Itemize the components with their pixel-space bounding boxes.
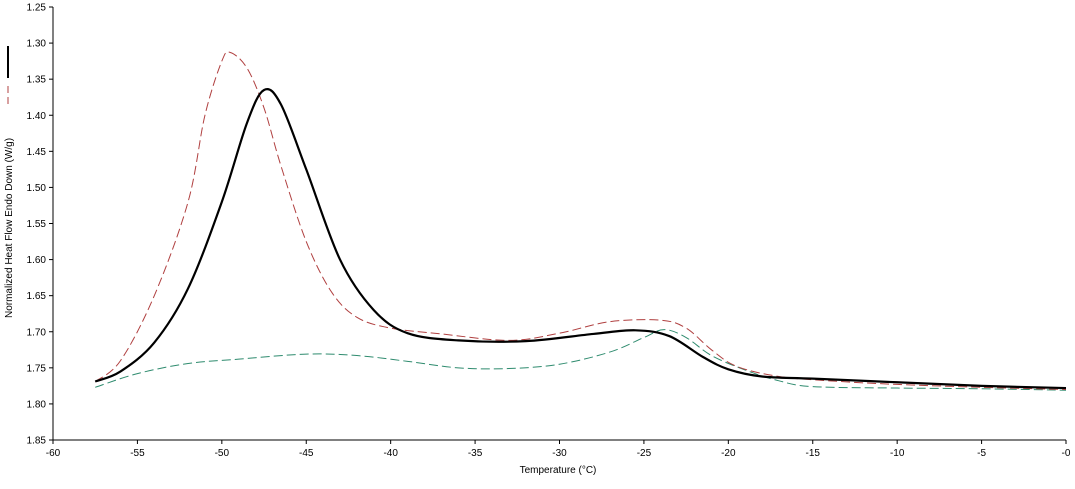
y-tick-label: 1.60 <box>27 255 47 266</box>
x-tick-label: -5 <box>977 448 986 459</box>
x-tick-label: -45 <box>299 448 314 459</box>
x-tick-label: -25 <box>637 448 652 459</box>
x-tick-label: -60 <box>46 448 61 459</box>
series-layer <box>94 51 1067 391</box>
y-tick-label: 1.80 <box>27 399 47 410</box>
y-tick-label: 1.50 <box>27 183 47 194</box>
series-line-0 <box>94 88 1067 390</box>
series-line-1 <box>94 51 1067 390</box>
y-tick-label: 1.40 <box>27 111 47 122</box>
x-tick-label: -15 <box>806 448 821 459</box>
y-tick-label: 1.25 <box>27 3 47 14</box>
y-tick-label: 1.70 <box>27 327 47 338</box>
y-tick-label: 1.30 <box>27 39 47 50</box>
y-tick-label: 1.85 <box>27 436 47 447</box>
x-tick-label: -55 <box>130 448 145 459</box>
series-line-2 <box>95 329 1067 391</box>
x-tick-label: -10 <box>890 448 905 459</box>
x-tick-label: -30 <box>552 448 567 459</box>
x-tick-label: -20 <box>721 448 736 459</box>
y-tick-label: 1.75 <box>27 363 47 374</box>
x-tick-label: -40 <box>383 448 398 459</box>
axes: 1.25 1.30 1.35 1.40 1.45 1.50 1.55 1.60 1.65 1.70… <box>27 3 1071 460</box>
y-tick-label: 1.55 <box>27 219 47 230</box>
y-tick-label: 1.35 <box>27 75 47 86</box>
y-tick-label: 1.45 <box>27 147 47 158</box>
y-axis-title: Normalized Heat Flow Endo Down (W/g) <box>4 138 15 318</box>
x-tick-label: -0 <box>1062 448 1071 459</box>
x-tick-label: -50 <box>215 448 230 459</box>
x-axis-title: Temperature (°C) <box>520 465 597 476</box>
x-tick-label: -35 <box>468 448 483 459</box>
y-tick-label: 1.65 <box>27 291 47 302</box>
